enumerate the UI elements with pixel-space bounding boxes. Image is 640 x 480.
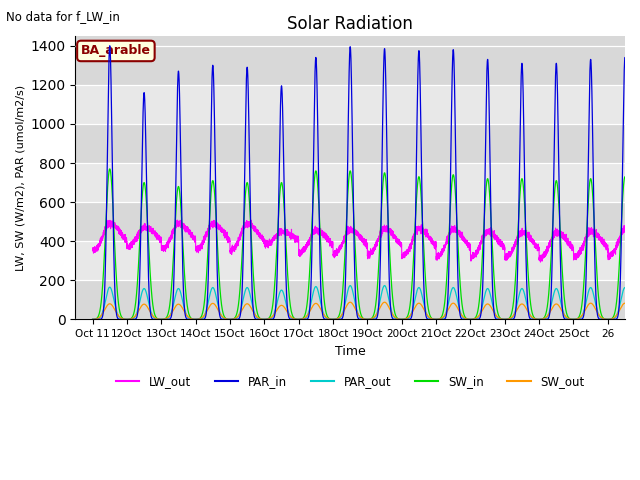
Bar — [76, 280, 625, 319]
X-axis label: Time: Time — [335, 345, 365, 358]
Text: BA_arable: BA_arable — [81, 45, 151, 58]
Bar — [76, 124, 625, 163]
Bar — [76, 241, 625, 280]
Bar — [76, 46, 625, 85]
Legend: LW_out, PAR_in, PAR_out, SW_in, SW_out: LW_out, PAR_in, PAR_out, SW_in, SW_out — [111, 371, 589, 393]
Bar — [76, 202, 625, 241]
Y-axis label: LW, SW (W/m2), PAR (umol/m2/s): LW, SW (W/m2), PAR (umol/m2/s) — [15, 84, 25, 271]
Bar — [76, 163, 625, 202]
Bar — [76, 85, 625, 124]
Title: Solar Radiation: Solar Radiation — [287, 15, 413, 33]
Text: No data for f_LW_in: No data for f_LW_in — [6, 10, 120, 23]
